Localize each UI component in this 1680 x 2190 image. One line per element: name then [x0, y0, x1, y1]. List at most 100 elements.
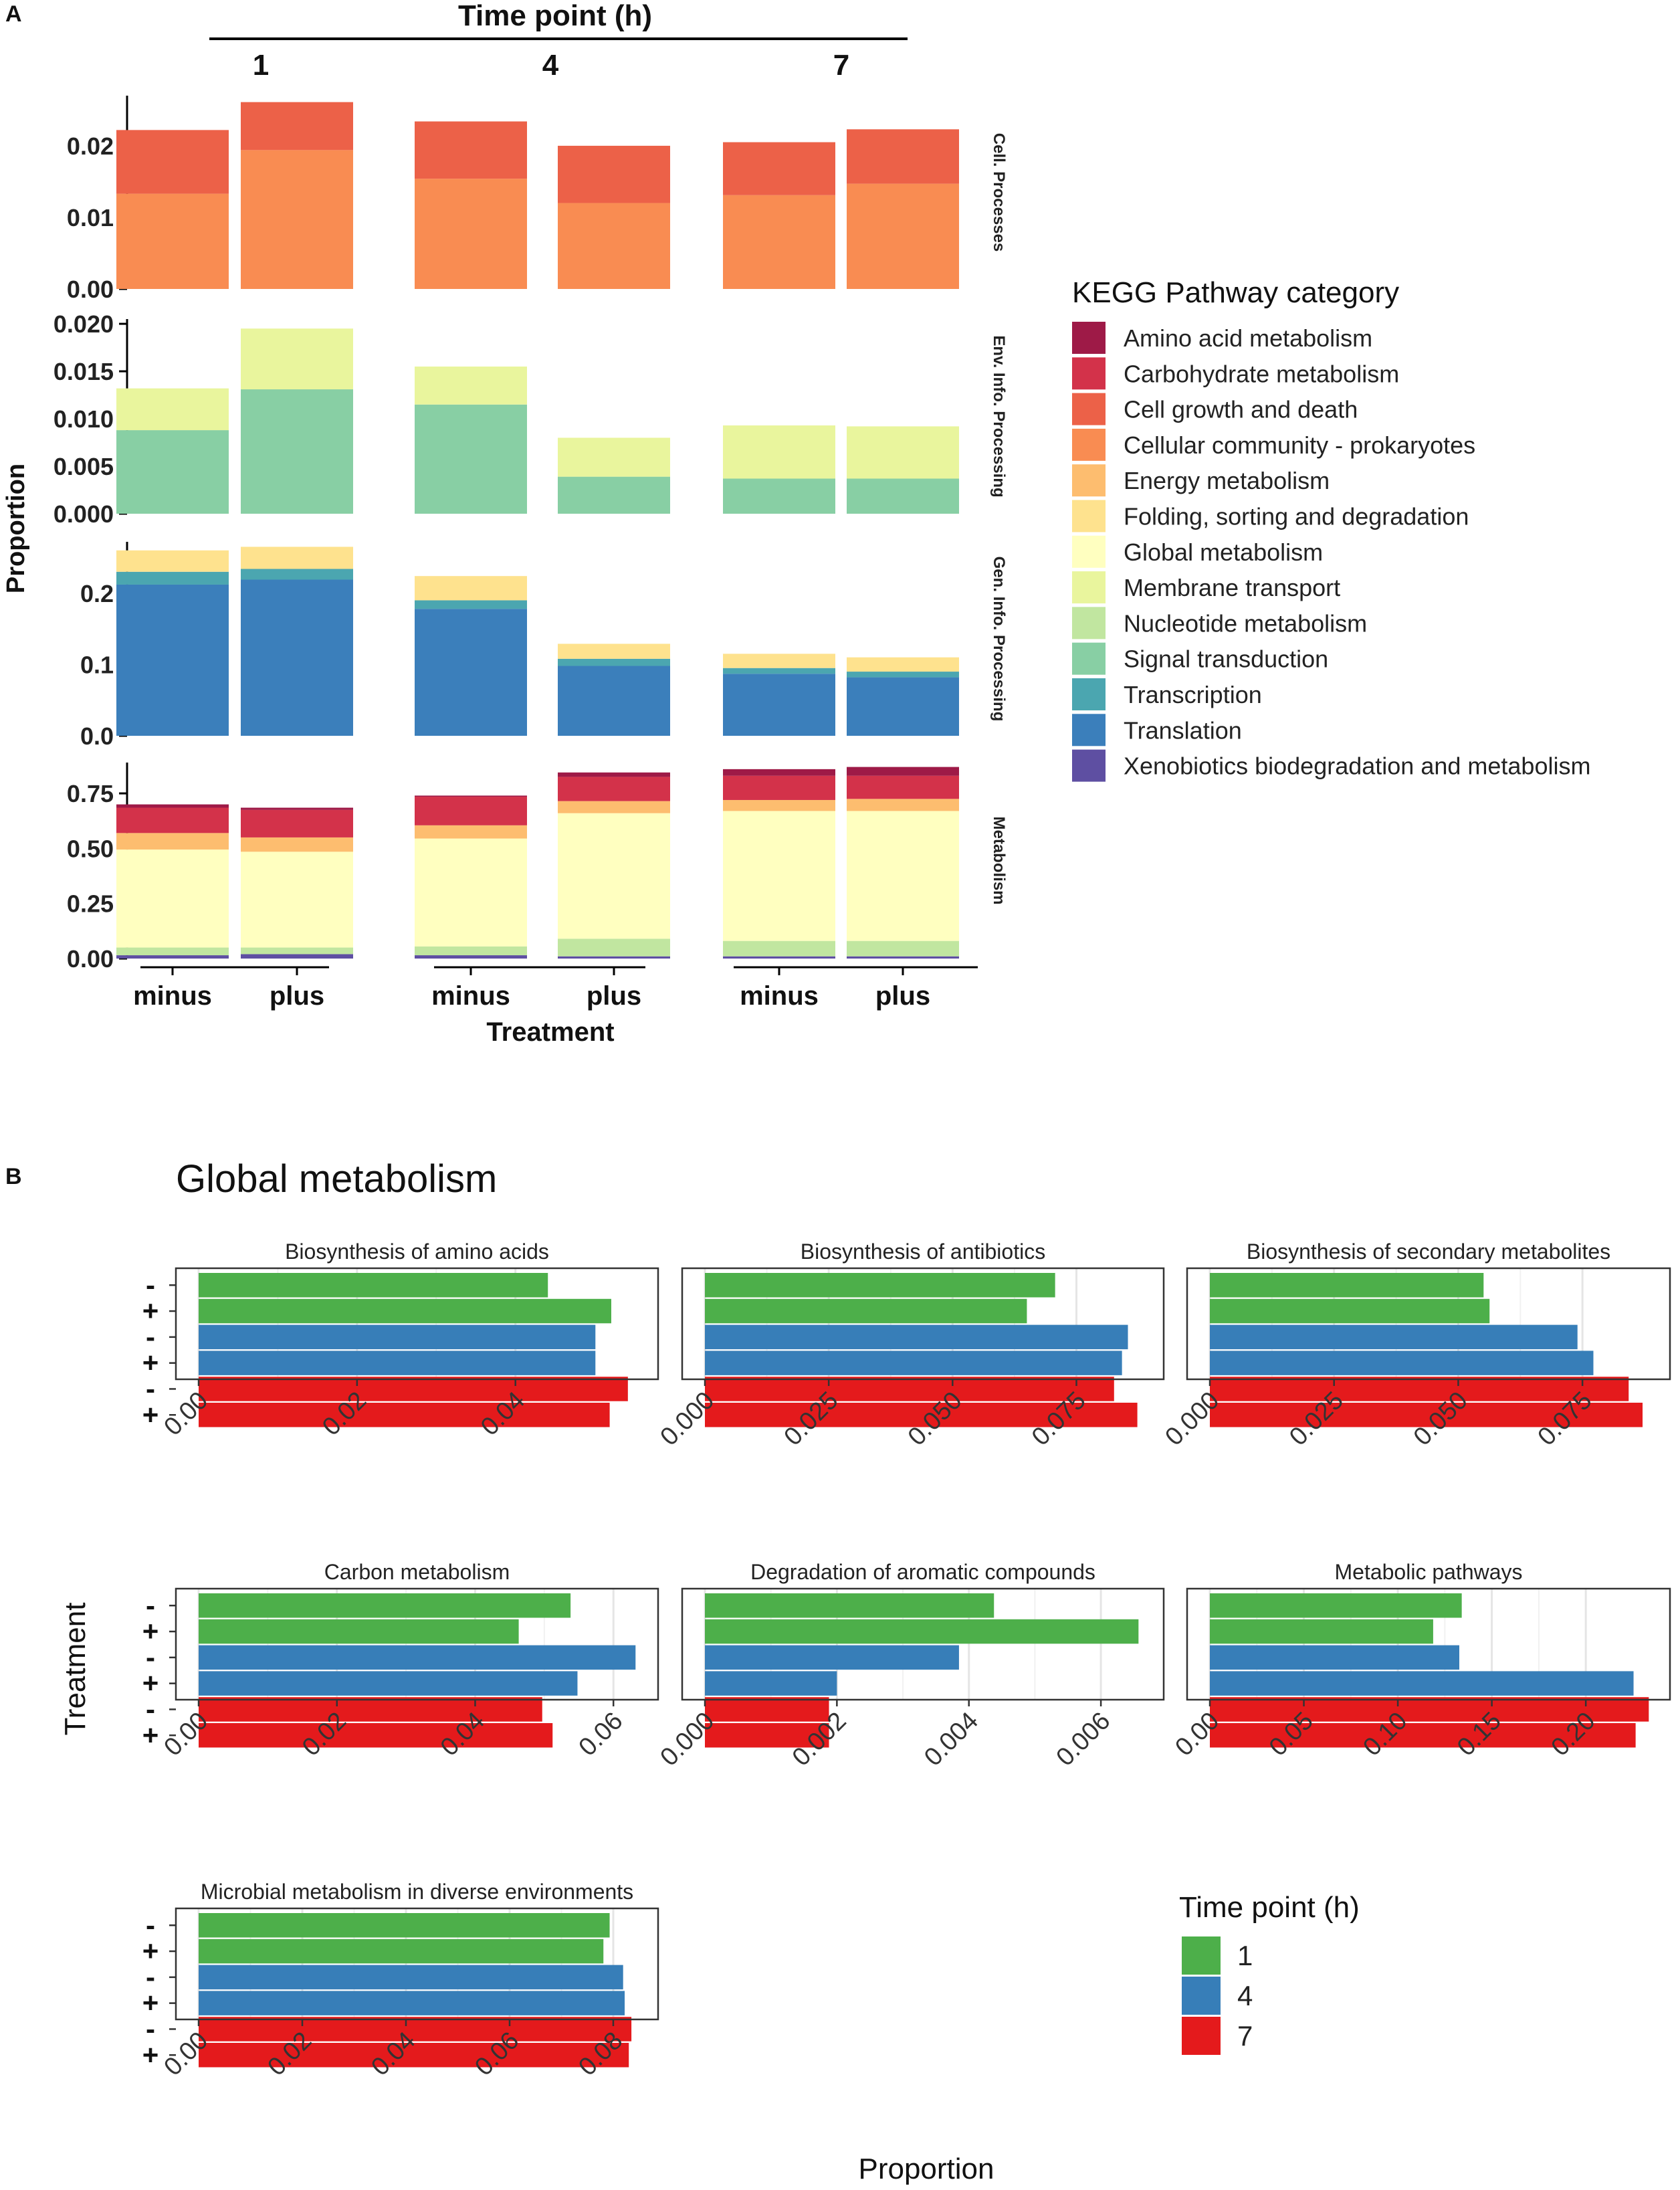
y-tick-label-cell-processes: 0.02: [67, 132, 114, 160]
facet-border-metabolic-pathways: [1186, 1587, 1671, 1701]
y-tick-label-microbial-metabolism-in-diverse-environments-plus: +: [142, 1935, 159, 1967]
y-tick-label-biosynthesis-of-amino-acids-plus: +: [142, 1295, 159, 1326]
bar-segment-metabolism-t7-plus-global-metabolism: [847, 811, 959, 941]
legend-swatch-time-7: [1182, 2017, 1221, 2055]
bar-metabolic-pathways-t4-minus: [1210, 1645, 1459, 1670]
y-tick-label-biosynthesis-of-amino-acids-plus: +: [142, 1399, 159, 1430]
y-tick-label-gen-info-processing: 0.1: [80, 651, 114, 678]
bar-segment-cell-processes-t4-minus-cellular-community-prokaryotes: [415, 179, 527, 289]
legend-label-time-1: 1: [1237, 1940, 1253, 1971]
x-tick-label-t1-plus: plus: [270, 981, 324, 1011]
bar-segment-metabolism-t7-plus-nucleotide-metabolism: [847, 940, 959, 957]
y-tick-label-carbon-metabolism-minus: -: [146, 1641, 155, 1673]
bar-segment-metabolism-t7-plus-energy-metabolism: [847, 799, 959, 811]
bar-segment-gen-info-processing-t7-plus-transcription: [847, 672, 959, 678]
bar-segment-metabolism-t7-plus-xenobiotics-biodegradation-and-metabolism: [847, 956, 959, 959]
bar-biosynthesis-of-secondary-metabolites-t1-minus: [1210, 1273, 1484, 1298]
facet-border-carbon-metabolism: [175, 1587, 659, 1701]
bar-segment-metabolism-t1-plus-energy-metabolism: [241, 837, 353, 852]
bar-segment-metabolism-t4-minus-nucleotide-metabolism: [415, 946, 527, 956]
bar-biosynthesis-of-secondary-metabolites-t7-minus: [1210, 1377, 1629, 1401]
bar-carbon-metabolism-t4-plus: [199, 1671, 578, 1696]
y-tick-label-metabolism: 0.00: [67, 945, 114, 973]
bar-segment-metabolism-t1-minus-global-metabolism: [116, 850, 229, 948]
panel-a-chart: 1 4 7 0.00 0.01 0.02 Cell. Processes 0.000 0.005…: [54, 49, 1008, 1011]
bar-segment-metabolism-t7-minus-xenobiotics-biodegradation-and-metabolism: [723, 956, 835, 959]
bar-degradation-of-aromatic-compounds-t7-minus: [705, 1697, 829, 1722]
bar-segment-env-info-processing-t4-plus-signal-transduction: [558, 476, 670, 514]
facet-border-degradation-of-aromatic-compounds: [681, 1587, 1165, 1701]
legend-swatch-xenobiotics-biodegradation-and-metabolism: [1072, 749, 1106, 782]
bar-segment-gen-info-processing-t1-minus-folding-sorting-and-degradation: [116, 550, 229, 572]
bar-segment-gen-info-processing-t1-plus-transcription: [241, 569, 353, 580]
facet-row-label-env-info-processing: Env. Info. Processing: [990, 335, 1008, 497]
legend-swatch-amino-acid-metabolism: [1072, 322, 1106, 354]
bar-segment-cell-processes-t7-minus-cellular-community-prokaryotes: [723, 195, 835, 289]
bar-segment-env-info-processing-t1-plus-signal-transduction: [241, 389, 353, 514]
bar-biosynthesis-of-secondary-metabolites-t7-plus: [1210, 1403, 1643, 1427]
bar-segment-metabolism-t1-plus-xenobiotics-biodegradation-and-metabolism: [241, 954, 353, 959]
facet-border-microbial-metabolism-in-diverse-environments: [175, 1907, 659, 2021]
bar-metabolic-pathways-t1-minus: [1210, 1593, 1462, 1618]
kegg-legend: KEGG Pathway category Amino acid metabol…: [1072, 276, 1590, 782]
bar-microbial-metabolism-in-diverse-environments-t7-minus: [199, 2017, 632, 2042]
x-tick-label-t1-minus: minus: [133, 981, 212, 1011]
bar-segment-cell-processes-t1-minus-cell-growth-and-death: [116, 130, 229, 194]
bar-segment-cell-processes-t1-plus-cell-growth-and-death: [241, 102, 353, 151]
x-tick-label-t4-minus: minus: [431, 981, 510, 1011]
b-y-axis-title: Treatment: [59, 1603, 92, 1736]
legend-label-cell-growth-and-death: Cell growth and death: [1124, 396, 1358, 423]
time-point-title: Time point (h): [458, 0, 652, 32]
bar-segment-gen-info-processing-t7-minus-transcription: [723, 668, 835, 674]
bar-biosynthesis-of-antibiotics-t1-minus: [705, 1273, 1055, 1298]
bar-degradation-of-aromatic-compounds-t7-plus: [705, 1723, 829, 1748]
facet-title-metabolic-pathways: Metabolic pathways: [1334, 1560, 1522, 1584]
bar-segment-gen-info-processing-t4-minus-translation: [415, 609, 527, 736]
bar-segment-gen-info-processing-t1-plus-folding-sorting-and-degradation: [241, 546, 353, 569]
bar-biosynthesis-of-antibiotics-t1-plus: [705, 1298, 1027, 1324]
legend-label-transcription: Transcription: [1124, 681, 1262, 708]
bar-segment-gen-info-processing-t1-plus-translation: [241, 579, 353, 736]
facet-row-label-cell-processes: Cell. Processes: [990, 133, 1008, 252]
facet-border-biosynthesis-of-amino-acids: [175, 1267, 659, 1381]
bar-segment-metabolism-t1-plus-global-metabolism: [241, 852, 353, 948]
y-tick-label-microbial-metabolism-in-diverse-environments-minus: -: [146, 1909, 155, 1940]
bar-segment-gen-info-processing-t1-minus-translation: [116, 584, 229, 736]
x-tick-label-t7-plus: plus: [875, 981, 930, 1011]
bar-segment-gen-info-processing-t7-minus-translation: [723, 674, 835, 736]
bar-segment-cell-processes-t7-plus-cell-growth-and-death: [847, 129, 959, 184]
bar-biosynthesis-of-amino-acids-t4-plus: [199, 1351, 596, 1375]
bar-segment-cell-processes-t1-plus-cellular-community-prokaryotes: [241, 150, 353, 289]
facet-col-label-1: 1: [253, 49, 269, 82]
legend-label-energy-metabolism: Energy metabolism: [1124, 467, 1330, 494]
bar-segment-metabolism-t4-plus-carbohydrate-metabolism: [558, 777, 670, 801]
bar-segment-gen-info-processing-t4-plus-translation: [558, 666, 670, 736]
bar-biosynthesis-of-secondary-metabolites-t4-plus: [1210, 1351, 1594, 1375]
bar-segment-metabolism-t7-minus-global-metabolism: [723, 811, 835, 941]
bar-segment-gen-info-processing-t7-plus-translation: [847, 677, 959, 736]
legend-label-global-metabolism: Global metabolism: [1124, 538, 1323, 566]
x-tick-label-carbon-metabolism: 0.06: [574, 1707, 629, 1762]
bar-segment-env-info-processing-t7-plus-signal-transduction: [847, 478, 959, 514]
a-x-axis-title: Treatment: [486, 1017, 614, 1047]
legend-label-folding-sorting-and-degradation: Folding, sorting and degradation: [1124, 503, 1469, 530]
legend-swatch-folding-sorting-and-degradation: [1072, 500, 1106, 532]
legend-swatch-translation: [1072, 714, 1106, 746]
y-tick-label-microbial-metabolism-in-diverse-environments-plus: +: [142, 1987, 159, 2019]
legend-label-time-4: 4: [1237, 1980, 1253, 2011]
bar-segment-metabolism-t4-plus-xenobiotics-biodegradation-and-metabolism: [558, 956, 670, 959]
y-tick-label-microbial-metabolism-in-diverse-environments-plus: +: [142, 2039, 159, 2070]
facet-col-label-7: 7: [833, 49, 849, 82]
facet-border-biosynthesis-of-antibiotics: [681, 1267, 1165, 1381]
bar-metabolic-pathways-t1-plus: [1210, 1619, 1433, 1644]
bar-segment-gen-info-processing-t7-minus-folding-sorting-and-degradation: [723, 654, 835, 668]
legend-label-signal-transduction: Signal transduction: [1124, 645, 1328, 673]
legend-swatch-transcription: [1072, 678, 1106, 710]
bar-biosynthesis-of-amino-acids-t4-minus: [199, 1324, 596, 1350]
y-tick-label-biosynthesis-of-amino-acids-minus: -: [146, 1321, 155, 1353]
bar-segment-gen-info-processing-t4-plus-transcription: [558, 658, 670, 666]
facet-title-carbon-metabolism: Carbon metabolism: [324, 1560, 510, 1584]
bar-segment-metabolism-t1-minus-nucleotide-metabolism: [116, 947, 229, 956]
bar-segment-gen-info-processing-t4-minus-folding-sorting-and-degradation: [415, 576, 527, 601]
